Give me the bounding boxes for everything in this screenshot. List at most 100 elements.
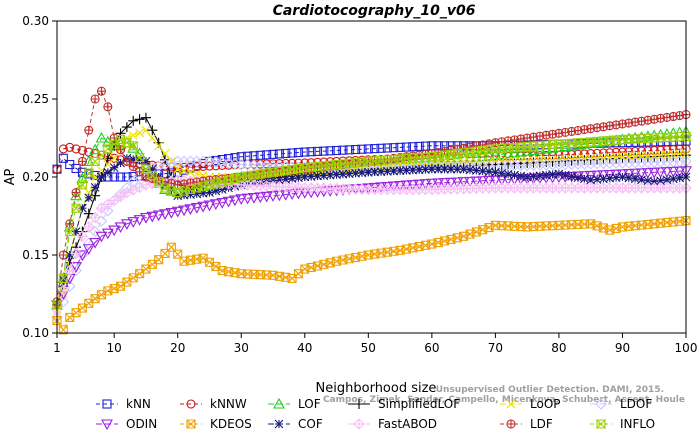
data-point <box>332 170 341 180</box>
y-tick-label: 0.30 <box>22 14 49 28</box>
data-point <box>77 145 87 156</box>
data-point <box>567 171 577 181</box>
data-point <box>344 169 354 179</box>
data-point <box>438 178 451 189</box>
data-point <box>605 173 615 183</box>
data-point <box>406 180 419 191</box>
legend-label: LOF <box>298 397 321 411</box>
series-line <box>56 179 686 310</box>
data-point <box>637 175 646 185</box>
data-point <box>76 230 89 243</box>
watermark-line-2: Campos, Zimek, Sander, Campello, Micenko… <box>323 395 685 405</box>
data-point <box>260 191 273 203</box>
x-tick-label: 50 <box>361 341 376 355</box>
data-point <box>464 176 476 188</box>
data-point <box>648 167 661 179</box>
data-point <box>357 144 367 154</box>
data-point <box>446 164 456 174</box>
data-point <box>457 177 470 188</box>
data-point <box>84 125 94 135</box>
data-point <box>58 275 68 285</box>
data-point <box>109 172 119 182</box>
data-point <box>103 167 113 177</box>
data-point <box>641 168 654 179</box>
legend-marker <box>506 419 516 429</box>
data-point <box>128 162 138 172</box>
x-tick-label: 70 <box>488 341 503 355</box>
x-tick-label: 60 <box>424 341 439 355</box>
data-point <box>503 169 513 179</box>
data-point <box>241 193 254 205</box>
data-point <box>65 142 75 152</box>
data-point <box>274 149 284 159</box>
data-point <box>667 166 680 178</box>
legend-label: kNN <box>126 397 151 411</box>
data-point <box>522 172 532 182</box>
data-point <box>96 86 107 96</box>
series-line <box>56 90 687 302</box>
legend-label: FastABOD <box>378 417 437 431</box>
data-point <box>141 157 151 166</box>
data-point <box>611 173 621 183</box>
data-point <box>89 143 102 155</box>
data-point <box>90 94 100 104</box>
data-point <box>370 167 380 177</box>
data-point <box>649 177 659 187</box>
x-tick-label: 20 <box>170 341 185 355</box>
data-point <box>413 179 426 191</box>
data-point <box>235 194 248 205</box>
data-point <box>597 170 610 181</box>
data-point <box>382 166 392 176</box>
data-point <box>554 169 564 179</box>
data-point <box>122 172 132 182</box>
data-point <box>186 190 195 199</box>
data-point <box>419 179 432 190</box>
data-point <box>84 193 94 203</box>
data-point <box>495 148 508 159</box>
data-point <box>274 175 284 185</box>
data-point <box>178 205 191 217</box>
data-point <box>395 142 405 152</box>
data-point <box>389 166 399 176</box>
data-point <box>643 176 653 186</box>
data-point <box>109 153 119 163</box>
data-point <box>108 225 121 237</box>
data-point <box>421 165 430 174</box>
data-point <box>254 192 267 204</box>
data-point <box>281 174 291 184</box>
data-point <box>116 158 125 168</box>
data-point <box>58 273 69 283</box>
data-point <box>319 146 329 156</box>
data-point <box>133 215 146 226</box>
data-point <box>313 171 322 181</box>
data-point <box>306 172 316 181</box>
data-point <box>115 128 126 139</box>
data-point <box>370 144 380 154</box>
x-axis-label: Neighborhood size <box>316 381 437 396</box>
data-point <box>57 284 70 296</box>
data-point <box>109 163 119 173</box>
legend-label: COF <box>298 417 323 431</box>
data-point <box>382 143 392 153</box>
data-point <box>89 211 101 224</box>
data-point <box>248 193 260 204</box>
data-point <box>63 264 76 277</box>
legend-item-cof: COF <box>268 417 323 431</box>
data-point <box>489 149 502 160</box>
data-point <box>675 173 685 183</box>
data-point <box>114 222 127 234</box>
data-point <box>483 175 495 187</box>
legend-label: KDEOS <box>210 417 252 431</box>
x-tick-label: 80 <box>551 341 566 355</box>
data-point <box>76 250 89 262</box>
legend-marker <box>186 399 196 409</box>
x-tick-label: 30 <box>234 341 249 355</box>
data-point <box>502 147 515 159</box>
data-point <box>147 125 158 136</box>
data-point <box>77 167 87 177</box>
data-point <box>222 196 235 208</box>
data-point <box>147 164 157 174</box>
legend-marker <box>354 399 364 409</box>
data-point <box>401 142 411 152</box>
